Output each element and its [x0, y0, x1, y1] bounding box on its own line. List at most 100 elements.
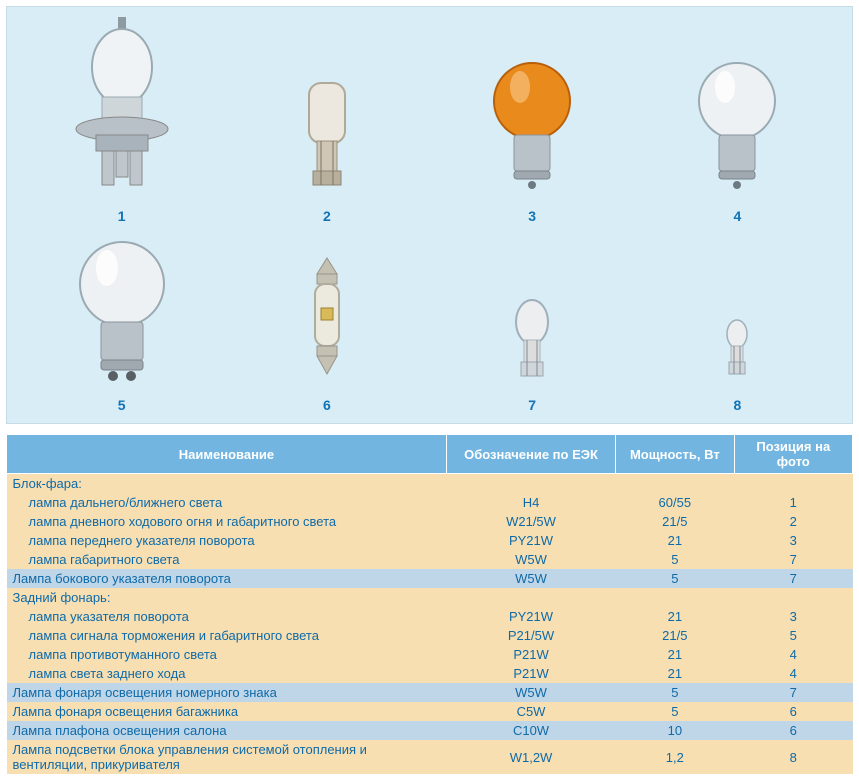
- bulb-cell-6: 6: [224, 256, 429, 413]
- cell-name: лампа габаритного света: [7, 550, 447, 569]
- cell-name: лампа дальнего/ближнего света: [7, 493, 447, 512]
- bulb-wedge-big-icon: [287, 77, 367, 202]
- cell-pos: 7: [734, 683, 852, 702]
- bulb-cell-1: 1: [19, 17, 224, 224]
- bulb-label: 3: [430, 208, 635, 224]
- th-pos: Позиция на фото: [734, 435, 852, 474]
- table-row: Лампа подсветки блока управления системо…: [7, 740, 853, 774]
- cell-name: Лампа фонаря освещения багажника: [7, 702, 447, 721]
- table-row: лампа света заднего ходаP21W214: [7, 664, 853, 683]
- bulb-round-clear-single-icon: [687, 57, 787, 202]
- cell-pos: 6: [734, 721, 852, 740]
- cell-name: Лампа бокового указателя поворота: [7, 569, 447, 588]
- cell-pos: 7: [734, 569, 852, 588]
- cell-name: лампа переднего указателя поворота: [7, 531, 447, 550]
- cell-power: 5: [616, 702, 734, 721]
- cell-power: [616, 588, 734, 607]
- cell-power: 21: [616, 664, 734, 683]
- bulb-cell-4: 4: [635, 57, 840, 224]
- cell-code: C5W: [446, 702, 615, 721]
- bulb-cell-5: 5: [19, 236, 224, 413]
- bulb-cell-2: 2: [224, 77, 429, 224]
- table-row: лампа дальнего/ближнего светаH460/551: [7, 493, 853, 512]
- table-row: лампа габаритного светаW5W57: [7, 550, 853, 569]
- cell-pos: 2: [734, 512, 852, 531]
- bulb-label: 1: [19, 208, 224, 224]
- cell-pos: 5: [734, 626, 852, 645]
- cell-code: P21W: [446, 645, 615, 664]
- cell-name: Задний фонарь:: [7, 588, 447, 607]
- cell-pos: 8: [734, 740, 852, 774]
- table-row: Блок-фара:: [7, 474, 853, 494]
- bulb-row-bottom: 5 6: [19, 236, 840, 413]
- bulb-row-top: 1 2: [19, 17, 840, 224]
- cell-pos: 4: [734, 645, 852, 664]
- cell-code: [446, 474, 615, 494]
- bulb-cell-7: 7: [430, 296, 635, 413]
- bulb-cell-3: 3: [430, 57, 635, 224]
- table-row: лампа указателя поворотаPY21W213: [7, 607, 853, 626]
- bulb-cell-8: 8: [635, 316, 840, 413]
- cell-name: лампа дневного ходового огня и габаритно…: [7, 512, 447, 531]
- cell-code: P21/5W: [446, 626, 615, 645]
- table-row: лампа сигнала торможения и габаритного с…: [7, 626, 853, 645]
- table-header-row: Наименование Обозначение по ЕЭК Мощность…: [7, 435, 853, 474]
- bulb-label: 6: [224, 397, 429, 413]
- cell-power: 21: [616, 645, 734, 664]
- cell-power: 5: [616, 569, 734, 588]
- cell-name: лампа света заднего хода: [7, 664, 447, 683]
- bulb-label: 4: [635, 208, 840, 224]
- cell-code: H4: [446, 493, 615, 512]
- bulb-label: 8: [635, 397, 840, 413]
- table-row: лампа противотуманного светаP21W214: [7, 645, 853, 664]
- cell-pos: 3: [734, 607, 852, 626]
- table-row: лампа переднего указателя поворотаPY21W2…: [7, 531, 853, 550]
- cell-power: 21/5: [616, 626, 734, 645]
- cell-name: лампа противотуманного света: [7, 645, 447, 664]
- bulb-wedge-small-icon: [717, 316, 757, 391]
- cell-pos: 1: [734, 493, 852, 512]
- cell-code: W21/5W: [446, 512, 615, 531]
- cell-power: 5: [616, 683, 734, 702]
- bulb-label: 7: [430, 397, 635, 413]
- th-code: Обозначение по ЕЭК: [446, 435, 615, 474]
- cell-code: [446, 588, 615, 607]
- table-row: Лампа фонаря освещения багажникаC5W56: [7, 702, 853, 721]
- cell-code: PY21W: [446, 607, 615, 626]
- cell-code: W5W: [446, 550, 615, 569]
- cell-name: лампа указателя поворота: [7, 607, 447, 626]
- cell-power: 60/55: [616, 493, 734, 512]
- cell-code: P21W: [446, 664, 615, 683]
- cell-code: W5W: [446, 569, 615, 588]
- bulb-label: 2: [224, 208, 429, 224]
- cell-power: 21/5: [616, 512, 734, 531]
- cell-pos: 7: [734, 550, 852, 569]
- cell-power: [616, 474, 734, 494]
- bulb-festoon-icon: [297, 256, 357, 391]
- bulb-wedge-mid-icon: [505, 296, 559, 391]
- table-row: лампа дневного ходового огня и габаритно…: [7, 512, 853, 531]
- cell-name: лампа сигнала торможения и габаритного с…: [7, 626, 447, 645]
- cell-name: Блок-фара:: [7, 474, 447, 494]
- cell-power: 10: [616, 721, 734, 740]
- cell-name: Лампа подсветки блока управления системо…: [7, 740, 447, 774]
- cell-pos: 4: [734, 664, 852, 683]
- th-power: Мощность, Вт: [616, 435, 734, 474]
- cell-pos: [734, 588, 852, 607]
- cell-code: W1,2W: [446, 740, 615, 774]
- cell-pos: 3: [734, 531, 852, 550]
- bulbs-table: Наименование Обозначение по ЕЭК Мощность…: [6, 434, 853, 774]
- table-row: Лампа бокового указателя поворотаW5W57: [7, 569, 853, 588]
- table-row: Задний фонарь:: [7, 588, 853, 607]
- bulb-h4-icon: [62, 17, 182, 202]
- figure-panel: 1 2: [6, 6, 853, 424]
- bulb-round-amber-icon: [482, 57, 582, 202]
- table-row: Лампа плафона освещения салонаC10W106: [7, 721, 853, 740]
- cell-code: PY21W: [446, 531, 615, 550]
- table-row: Лампа фонаря освещения номерного знакаW5…: [7, 683, 853, 702]
- th-name: Наименование: [7, 435, 447, 474]
- cell-code: C10W: [446, 721, 615, 740]
- bulb-round-clear-double-icon: [67, 236, 177, 391]
- bulb-label: 5: [19, 397, 224, 413]
- cell-pos: [734, 474, 852, 494]
